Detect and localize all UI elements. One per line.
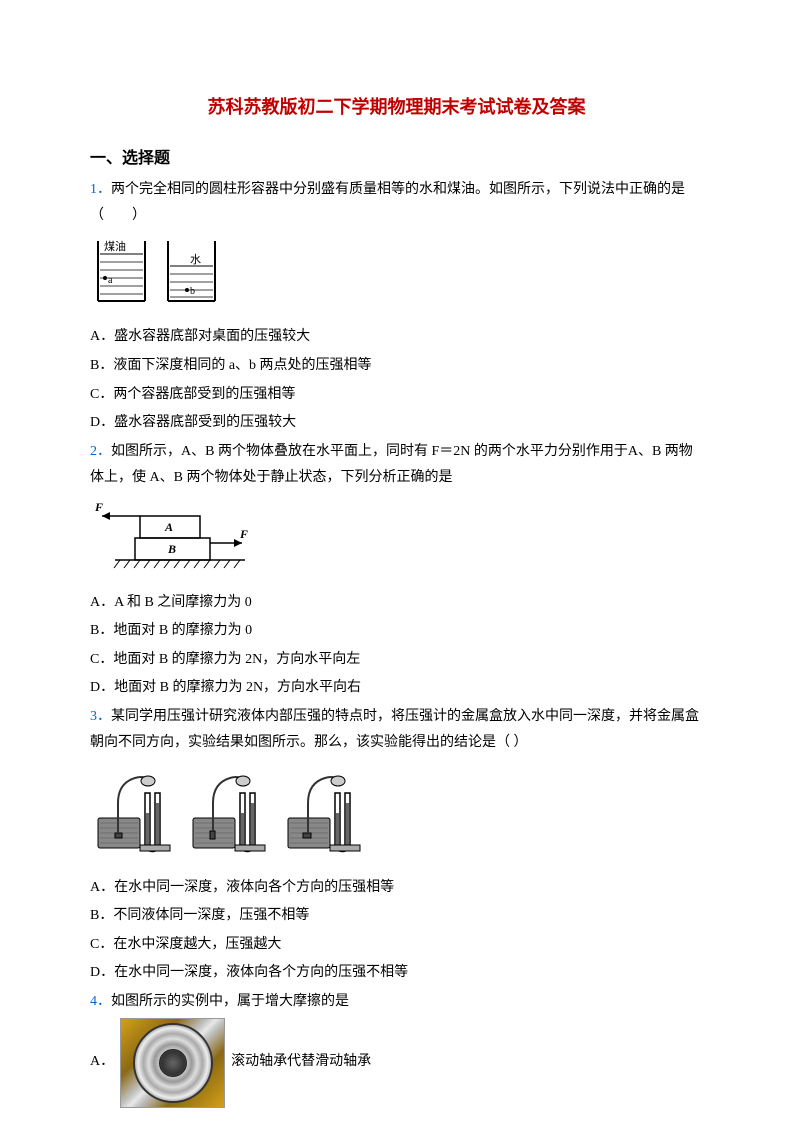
section-header: 一、选择题: [90, 144, 703, 174]
q2-number: 2．: [90, 444, 111, 459]
q3-option-d: D．在水中同一深度，液体向各个方向的压强不相等: [90, 960, 703, 987]
q1-option-c: C．两个容器底部受到的压强相等: [90, 382, 703, 409]
question-1: 1．两个完全相同的圆柱形容器中分别盛有质量相等的水和煤油。如图所示，下列说法中正…: [90, 177, 703, 230]
q2-label-b: B: [167, 542, 176, 556]
q2-option-b: B．地面对 B 的摩擦力为 0: [90, 618, 703, 645]
q1-option-b: B．液面下深度相同的 a、b 两点处的压强相等: [90, 353, 703, 380]
q1-label-b: b: [190, 286, 195, 297]
q2-option-c: C．地面对 B 的摩擦力为 2N，方向水平向左: [90, 647, 703, 674]
question-3: 3．某同学用压强计研究液体内部压强的特点时，将压强计的金属盒放入水中同一深度，并…: [90, 704, 703, 757]
q1-number: 1．: [90, 182, 111, 197]
q2-text: 如图所示，A、B 两个物体叠放在水平面上，同时有 F＝2N 的两个水平力分别作用…: [90, 444, 693, 486]
q2-label-a: A: [164, 520, 173, 534]
q4-option-a-row: A． 滚动轴承代替滑动轴承: [90, 1018, 703, 1108]
q2-label-f2: F: [239, 527, 248, 541]
q1-text: 两个完全相同的圆柱形容器中分别盛有质量相等的水和煤油。如图所示，下列说法中正确的…: [90, 182, 685, 224]
q1-diagram: a 煤油 b 水: [90, 236, 703, 319]
q4-option-a-prefix: A．: [90, 1049, 114, 1076]
q2-option-a: A．A 和 B 之间摩擦力为 0: [90, 590, 703, 617]
page-title: 苏科苏教版初二下学期物理期末考试试卷及答案: [90, 90, 703, 124]
question-2: 2．如图所示，A、B 两个物体叠放在水平面上，同时有 F＝2N 的两个水平力分别…: [90, 439, 703, 492]
q1-label-water: 水: [190, 253, 201, 266]
q3-text: 某同学用压强计研究液体内部压强的特点时，将压强计的金属盒放入水中同一深度，并将金…: [90, 709, 699, 751]
q3-number: 3．: [90, 709, 111, 724]
q3-option-b: B．不同液体同一深度，压强不相等: [90, 903, 703, 930]
q2-diagram: B A F F: [90, 498, 703, 584]
bearing-image: [120, 1018, 225, 1108]
q1-option-d: D．盛水容器底部受到的压强较大: [90, 410, 703, 437]
q1-option-a: A．盛水容器底部对桌面的压强较大: [90, 324, 703, 351]
q3-option-c: C．在水中深度越大，压强越大: [90, 932, 703, 959]
q3-option-a: A．在水中同一深度，液体向各个方向的压强相等: [90, 875, 703, 902]
q1-label-a: a: [108, 275, 113, 286]
q2-option-d: D．地面对 B 的摩擦力为 2N，方向水平向右: [90, 675, 703, 702]
q4-text: 如图所示的实例中，属于增大摩擦的是: [111, 994, 349, 1009]
q2-label-f1: F: [94, 500, 103, 514]
q3-diagram: [90, 763, 703, 869]
q4-option-a-text: 滚动轴承代替滑动轴承: [231, 1049, 371, 1076]
q1-label-kerosene: 煤油: [104, 239, 126, 253]
question-4: 4．如图所示的实例中，属于增大摩擦的是: [90, 989, 703, 1016]
q4-number: 4．: [90, 994, 111, 1009]
